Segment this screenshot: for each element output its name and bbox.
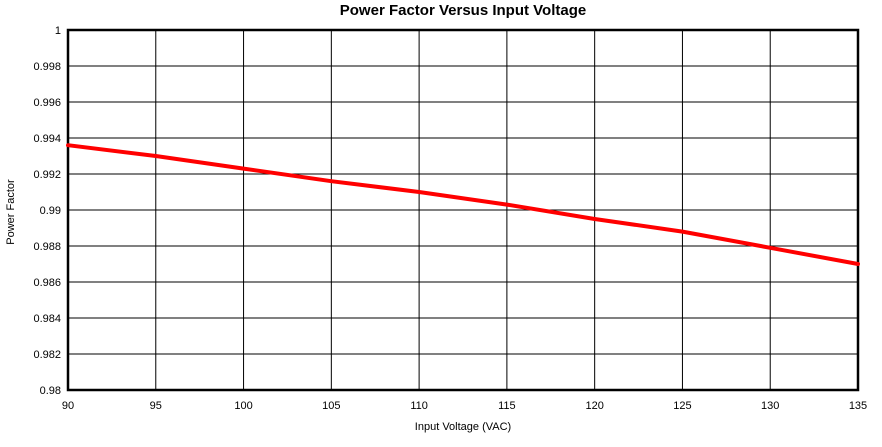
series-line-power-factor [66, 143, 860, 266]
x-tick-label: 100 [234, 400, 252, 412]
x-tick-label: 130 [761, 400, 779, 412]
plot-frame [66, 28, 860, 392]
y-tick-label: 0.994 [33, 133, 61, 145]
y-tick-label: 0.99 [40, 205, 61, 217]
x-tick-label: 135 [849, 400, 867, 412]
y-tick-label: 0.986 [33, 277, 61, 289]
y-tick-label: 0.998 [33, 61, 61, 73]
x-tick-label: 115 [498, 400, 516, 412]
chart-title: Power Factor Versus Input Voltage [339, 2, 587, 19]
y-tick-label: 0.988 [33, 241, 61, 253]
y-tick-label: 0.992 [33, 169, 61, 181]
x-tick-label: 90 [62, 400, 74, 412]
x-tick-label: 110 [410, 400, 428, 412]
x-tick-label: 125 [673, 400, 691, 412]
x-tick-label: 105 [322, 400, 340, 412]
y-tick-label: 0.98 [40, 385, 61, 397]
x-tick-label: 95 [150, 400, 162, 412]
y-tick-label: 0.984 [33, 313, 61, 325]
x-axis-title: Input Voltage (VAC) [414, 421, 512, 433]
x-tick-label: 120 [585, 400, 603, 412]
y-tick-label: 1 [55, 25, 61, 37]
y-tick-label: 0.982 [33, 349, 61, 361]
y-tick-label: 0.996 [33, 97, 61, 109]
